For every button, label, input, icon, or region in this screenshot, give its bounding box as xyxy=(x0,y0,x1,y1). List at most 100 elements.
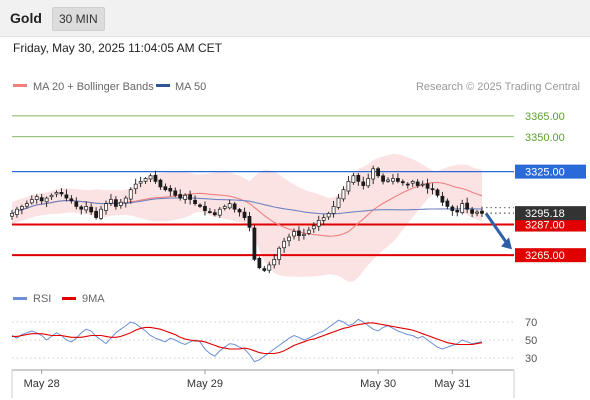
timestamp: Friday, May 30, 2025 11:04:05 AM CET xyxy=(13,41,222,55)
candle-body xyxy=(272,259,277,266)
ma50-legend-swatch xyxy=(156,84,170,87)
ma9-legend-swatch xyxy=(62,297,76,300)
candle-body xyxy=(316,220,321,227)
level-label-3: 3287.00 xyxy=(525,220,565,232)
bollinger-band xyxy=(12,153,482,282)
candle-body xyxy=(341,189,346,200)
candle-body xyxy=(282,240,286,249)
candle-body xyxy=(292,231,296,237)
candle-body xyxy=(99,208,103,219)
candle-body xyxy=(163,186,168,191)
candle-body xyxy=(321,217,326,221)
candle-body xyxy=(15,208,19,215)
candle-body xyxy=(430,188,435,191)
candle-body xyxy=(346,181,351,192)
candle-body xyxy=(69,198,74,202)
candle-body xyxy=(153,174,158,182)
candle-body xyxy=(178,194,183,199)
candle-body xyxy=(465,202,470,210)
candle-body xyxy=(470,209,474,214)
candle-body xyxy=(475,211,479,214)
candle-body xyxy=(450,206,455,211)
candle-body xyxy=(361,181,366,186)
candle-body xyxy=(440,195,445,203)
candle-body xyxy=(59,192,64,195)
candle-body xyxy=(366,178,371,187)
candle-body xyxy=(410,181,415,184)
candle-body xyxy=(128,189,133,200)
forecast-arrow-shaft xyxy=(484,212,509,245)
candle-body xyxy=(222,206,227,209)
candle-body xyxy=(336,197,341,208)
candle-body xyxy=(79,206,84,210)
x-tick-label-2: May 30 xyxy=(360,378,396,390)
candle-body xyxy=(183,194,188,200)
candle-body xyxy=(237,209,242,213)
candle-body xyxy=(391,178,395,182)
candle-body xyxy=(371,168,376,180)
candle-body xyxy=(44,197,49,203)
candle-body xyxy=(435,189,440,196)
candle-body xyxy=(262,268,267,271)
candle-body xyxy=(138,181,143,184)
candle-body xyxy=(158,179,163,188)
candle-body xyxy=(148,175,153,180)
candle-body xyxy=(455,209,460,213)
ma9-legend-label: 9MA xyxy=(82,293,105,305)
ma50-line xyxy=(11,197,483,215)
candle-body xyxy=(109,199,113,204)
candle-body xyxy=(306,229,311,234)
candle-body xyxy=(49,194,54,198)
ma50-legend-label: MA 50 xyxy=(175,81,206,93)
candle-body xyxy=(400,181,405,184)
candle-body xyxy=(302,233,306,236)
rsi-ma9-line xyxy=(12,322,483,355)
candle-body xyxy=(54,192,59,195)
candle-body xyxy=(29,199,34,204)
level-label-4: 3265.00 xyxy=(525,250,565,262)
candle-body xyxy=(396,178,400,182)
candle-body xyxy=(420,183,425,186)
candle-body xyxy=(188,194,192,200)
candle-body xyxy=(34,196,39,200)
candle-body xyxy=(114,199,118,207)
ma20-legend-swatch xyxy=(13,84,27,87)
rsi-panel: 70 50 30 xyxy=(11,317,537,365)
candle-body xyxy=(232,203,237,210)
candle-body xyxy=(20,206,24,210)
rsi-tick-label-1: 50 xyxy=(525,335,537,347)
candle-body xyxy=(331,206,336,214)
candle-body xyxy=(118,201,123,206)
candle-body xyxy=(311,225,316,230)
candle-body xyxy=(326,213,331,218)
candle-body xyxy=(143,178,148,182)
candle-body xyxy=(242,211,247,218)
timeframe-button[interactable]: 30 MIN xyxy=(52,7,105,31)
candle-body xyxy=(267,264,272,271)
candle-body xyxy=(89,206,94,213)
level-label-0: 3365.00 xyxy=(525,111,565,123)
candle-body xyxy=(104,203,108,211)
rsi-tick-label-0: 70 xyxy=(525,317,537,329)
candle-body xyxy=(257,257,262,269)
candle-body xyxy=(480,210,484,214)
x-tick-label-0: May 28 xyxy=(24,378,60,390)
candle-body xyxy=(173,190,178,196)
candle-body xyxy=(460,203,465,213)
level-box-2 xyxy=(515,164,586,179)
last-price-box xyxy=(515,206,586,221)
candle-body xyxy=(376,168,380,177)
candle-body xyxy=(94,210,98,218)
candle-body xyxy=(217,208,222,216)
ma20-legend-label: MA 20 + Bollinger Bands xyxy=(33,81,154,93)
rsi-legend-swatch xyxy=(13,297,27,300)
x-axis: May 28 May 29 May 30 May 31 xyxy=(11,369,515,398)
candle-body xyxy=(297,230,301,237)
instrument-title: Gold xyxy=(10,10,42,26)
candle-body xyxy=(227,203,232,209)
candle-body xyxy=(193,199,197,204)
price-chart: 3365.00 3350.00 3325.00 3287.00 3265.00 3295.… xyxy=(10,111,586,282)
level-label-2: 3325.00 xyxy=(525,167,565,179)
candle-body xyxy=(252,227,257,260)
candle-body xyxy=(287,236,291,242)
